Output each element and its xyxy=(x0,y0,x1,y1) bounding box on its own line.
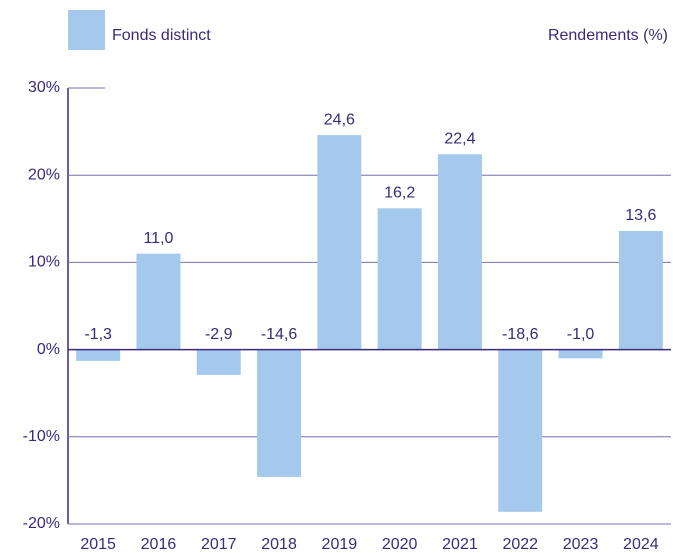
bar xyxy=(257,349,302,477)
value-label: -2,9 xyxy=(205,326,233,343)
bar xyxy=(437,154,482,350)
legend-swatch xyxy=(68,10,105,50)
x-tick-label: 2019 xyxy=(322,536,358,553)
x-tick-label: 2016 xyxy=(141,536,177,553)
y-axis-label: Rendements (%) xyxy=(548,27,668,44)
y-tick-label: 0% xyxy=(37,341,60,358)
y-tick-label: 20% xyxy=(28,166,60,183)
bar xyxy=(618,231,663,350)
bar xyxy=(498,349,543,512)
x-tick-label: 2015 xyxy=(80,536,116,553)
value-label: -1,0 xyxy=(567,326,595,343)
bar xyxy=(377,208,422,350)
value-label: -18,6 xyxy=(502,326,539,343)
y-tick-label: 30% xyxy=(28,79,60,96)
x-tick-label: 2022 xyxy=(502,536,538,553)
value-label: 11,0 xyxy=(143,230,173,247)
value-label: -14,6 xyxy=(261,326,298,343)
x-tick-label: 2024 xyxy=(623,536,659,553)
value-label: 16,2 xyxy=(384,185,415,202)
y-tick-label: -10% xyxy=(23,428,60,445)
value-label: 22,4 xyxy=(444,130,475,147)
bar xyxy=(558,349,603,359)
y-tick-label: 10% xyxy=(28,254,60,271)
value-label: -1,3 xyxy=(84,326,112,343)
bar xyxy=(136,253,181,350)
value-label: 13,6 xyxy=(625,207,656,224)
x-tick-label: 2017 xyxy=(201,536,237,553)
y-tick-label: -20% xyxy=(23,515,60,532)
value-label: 24,6 xyxy=(324,111,355,128)
x-tick-label: 2018 xyxy=(261,536,297,553)
x-tick-label: 2023 xyxy=(563,536,599,553)
legend-label: Fonds distinct xyxy=(112,27,211,44)
bar xyxy=(317,135,362,350)
x-tick-label: 2021 xyxy=(442,536,478,553)
x-tick-label: 2020 xyxy=(382,536,418,553)
bar xyxy=(196,349,241,375)
bar xyxy=(76,349,121,361)
